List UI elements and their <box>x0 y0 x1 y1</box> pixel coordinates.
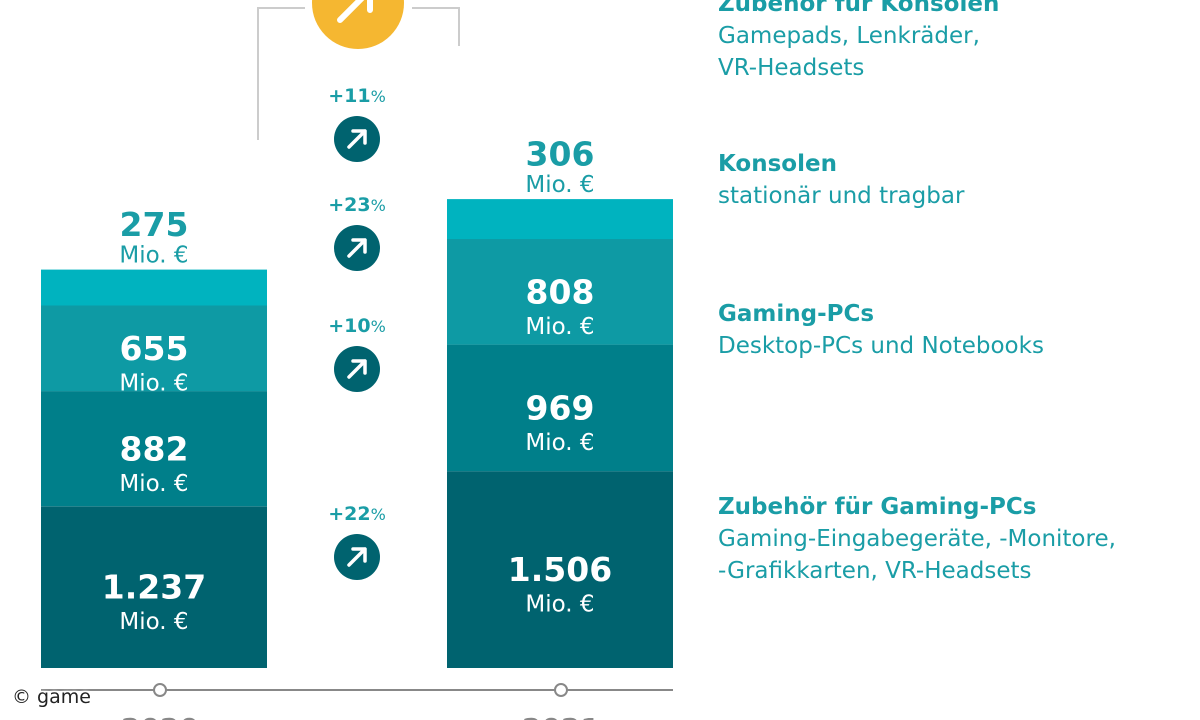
bar-segment <box>447 471 673 668</box>
bar-unit-label: Mio. € <box>525 172 594 198</box>
x-tick-label: 2020 <box>121 712 199 720</box>
bar-segment <box>41 506 267 668</box>
bar-segment <box>447 344 673 472</box>
legend-desc: Gaming-Eingabegeräte, -Monitore, -Grafik… <box>718 526 1116 584</box>
bar-value-label: 969 <box>526 388 595 427</box>
bar-value-label: 306 <box>526 135 595 174</box>
copyright-credit: © game <box>12 686 91 708</box>
legend-item-gaming-pcs: Gaming-PCs Desktop-PCs und Notebooks <box>718 298 1200 362</box>
year-marker <box>554 683 568 697</box>
bar-value-label: 275 <box>120 205 189 244</box>
bar-unit-label: Mio. € <box>119 609 188 635</box>
bar-segment <box>41 269 267 306</box>
legend-title: Gaming-PCs <box>718 301 875 327</box>
growth-label: +11% <box>328 85 386 107</box>
x-tick-label: 2021 <box>522 712 600 720</box>
growth-arrow-icon <box>334 225 380 271</box>
total-growth-arrow-icon <box>312 0 404 49</box>
legend-desc: Gamepads, Lenkräder, VR-Headsets <box>718 23 980 81</box>
bar-value-label: 1.506 <box>508 550 612 589</box>
growth-arrow-icon <box>334 116 380 162</box>
bar-value-label: 882 <box>120 429 189 468</box>
bar-value-label: 655 <box>120 329 189 368</box>
legend-desc: Desktop-PCs und Notebooks <box>718 333 1044 359</box>
bar-unit-label: Mio. € <box>119 471 188 497</box>
year-marker <box>153 683 167 697</box>
legend-item-pc-accessories: Zubehör für Gaming-PCs Gaming-Eingabeger… <box>718 491 1200 587</box>
bar-unit-label: Mio. € <box>525 592 594 618</box>
legend-title: Zubehör für Konsolen <box>718 0 1000 17</box>
growth-label: +10% <box>328 315 386 337</box>
legend-desc: stationär und tragbar <box>718 183 965 209</box>
bar-value-label: 1.237 <box>102 568 206 607</box>
growth-label: +23% <box>328 194 386 216</box>
legend-title: Konsolen <box>718 151 837 177</box>
bar-unit-label: Mio. € <box>525 430 594 456</box>
bar-segment <box>447 199 673 240</box>
legend-item-console-accessories: Zubehör für Konsolen Gamepads, Lenkräder… <box>718 0 1200 84</box>
bar-unit-label: Mio. € <box>119 370 188 396</box>
legend-title: Zubehör für Gaming-PCs <box>718 494 1037 520</box>
bar-segment <box>447 239 673 345</box>
bar-unit-label: Mio. € <box>119 243 188 269</box>
decoration-layer <box>41 0 673 697</box>
bar-unit-label: Mio. € <box>525 314 594 340</box>
bars-layer <box>41 199 673 668</box>
growth-label: +22% <box>328 503 386 525</box>
bar-segment <box>41 391 267 507</box>
growth-arrow-icon <box>334 534 380 580</box>
growth-arrow-icon <box>334 346 380 392</box>
bar-value-label: 808 <box>526 272 595 311</box>
bracket-connector <box>257 7 460 140</box>
legend-item-consoles: Konsolen stationär und tragbar <box>718 148 1200 212</box>
bar-segment <box>41 305 267 392</box>
